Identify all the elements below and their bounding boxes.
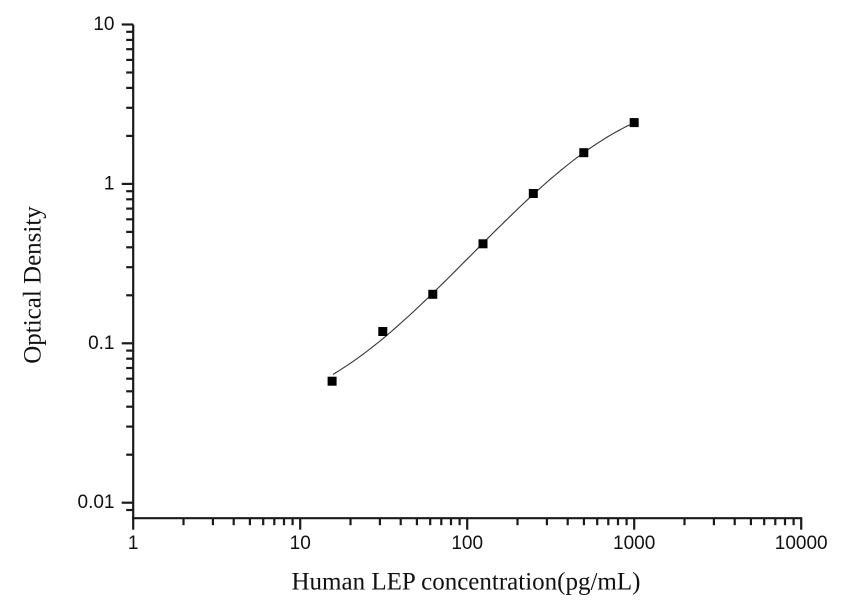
svg-text:Optical Density: Optical Density xyxy=(20,206,47,364)
svg-text:1000: 1000 xyxy=(613,533,655,554)
svg-text:1: 1 xyxy=(104,173,115,194)
svg-text:100: 100 xyxy=(451,533,483,554)
svg-text:0.01: 0.01 xyxy=(78,492,115,513)
svg-text:Human LEP concentration(pg/mL): Human LEP concentration(pg/mL) xyxy=(292,569,641,596)
svg-text:10: 10 xyxy=(93,14,114,35)
svg-text:0.1: 0.1 xyxy=(88,333,114,354)
svg-text:1: 1 xyxy=(128,533,139,554)
svg-text:10: 10 xyxy=(290,533,311,554)
svg-text:10000: 10000 xyxy=(775,533,828,554)
